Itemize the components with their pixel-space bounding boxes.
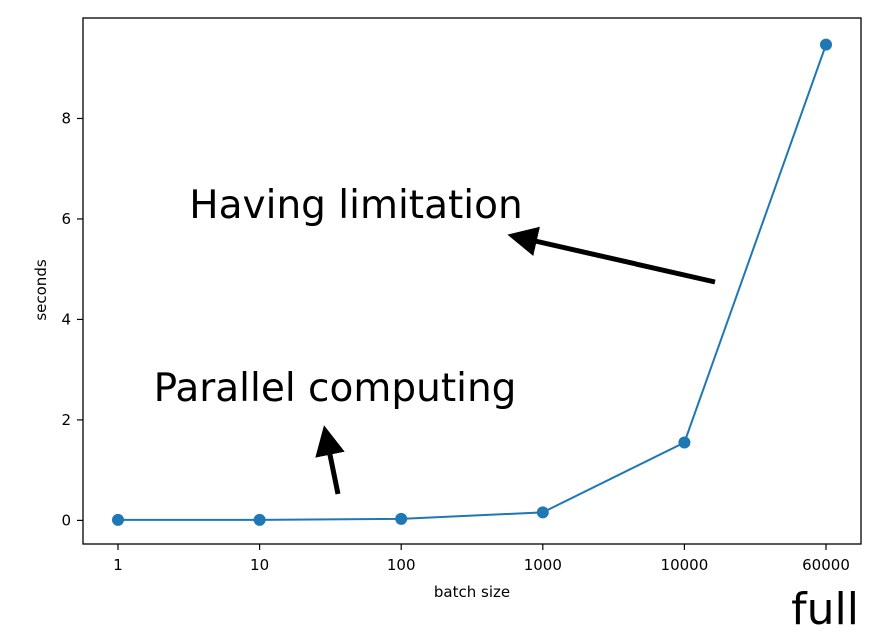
y-tick-label: 8 (61, 109, 71, 127)
data-point (678, 436, 691, 449)
data-point (112, 513, 124, 526)
corner-label-full: full (791, 584, 859, 635)
annotation-arrow-limitation (507, 226, 716, 285)
data-point (253, 513, 266, 526)
plot-frame (82, 17, 862, 545)
x-axis-ticks: 1 10 100 1000 10000 60000 (113, 544, 850, 574)
y-axis-ticks: 0 2 4 6 8 (61, 109, 83, 529)
x-tick-label: 10000 (661, 556, 709, 574)
x-tick-label: 1000 (524, 556, 562, 574)
y-tick-label: 4 (61, 310, 71, 328)
series-points (112, 38, 832, 526)
data-point (395, 512, 408, 525)
annotation-arrow-parallel (315, 425, 345, 495)
x-tick-label: 60000 (802, 556, 850, 574)
y-tick-label: 2 (61, 411, 71, 429)
x-tick-label: 10 (250, 556, 269, 574)
y-axis-label: seconds (32, 259, 50, 320)
data-point (820, 38, 832, 51)
y-tick-label: 6 (61, 210, 71, 228)
data-point (536, 506, 549, 519)
y-tick-label: 0 (61, 511, 71, 529)
x-tick-label: 1 (113, 556, 123, 574)
annotation-having-limitation: Having limitation (189, 183, 522, 228)
series-line (118, 44, 827, 521)
x-axis-label: batch size (434, 583, 510, 601)
annotation-parallel-computing: Parallel computing (154, 366, 517, 411)
x-tick-label: 100 (387, 556, 416, 574)
